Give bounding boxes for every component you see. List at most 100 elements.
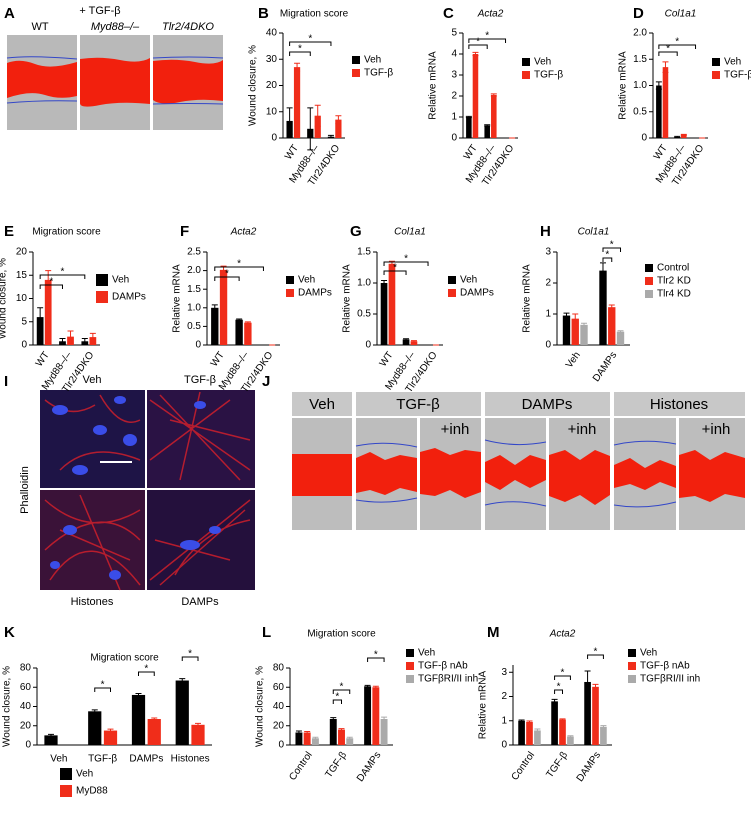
legend-swatch bbox=[286, 289, 294, 297]
bar bbox=[410, 341, 418, 345]
y-tick-label: 1.0 bbox=[187, 302, 201, 313]
image-label: Veh bbox=[309, 396, 335, 413]
y-tick-label: 5 bbox=[21, 316, 27, 327]
legend-label: Veh bbox=[724, 57, 741, 68]
panel-letter: B bbox=[258, 5, 269, 22]
legend-swatch bbox=[645, 264, 653, 272]
chart-title: Migration score bbox=[280, 9, 349, 20]
significance-label: * bbox=[610, 240, 614, 251]
legend-swatch bbox=[60, 785, 72, 797]
bar bbox=[608, 307, 616, 345]
significance-bracket bbox=[468, 44, 488, 49]
bar bbox=[600, 726, 607, 745]
microscopy-images bbox=[40, 390, 255, 591]
y-tick-label: 20 bbox=[20, 720, 32, 731]
error-bar bbox=[195, 722, 201, 727]
y-axis-label: Wound closure, % bbox=[2, 666, 13, 747]
error-bar bbox=[372, 685, 379, 689]
legend-swatch bbox=[645, 277, 653, 285]
legend-label: TGF-β bbox=[724, 70, 751, 81]
legend-swatch bbox=[522, 71, 530, 79]
bar bbox=[656, 85, 662, 138]
error-bar bbox=[662, 61, 669, 73]
significance-label: * bbox=[188, 649, 192, 660]
significance-label: * bbox=[561, 668, 565, 679]
x-tick-label: WT bbox=[209, 350, 227, 369]
y-tick-label: 1.5 bbox=[187, 284, 201, 295]
y-tick-label: 0 bbox=[21, 340, 27, 351]
significance-bracket bbox=[181, 656, 199, 661]
legend-swatch bbox=[628, 649, 636, 657]
image-label: WT bbox=[31, 21, 48, 33]
y-tick-label: 0.5 bbox=[357, 309, 371, 320]
y-tick-label: 0 bbox=[501, 740, 507, 751]
bar bbox=[551, 701, 558, 745]
y-axis-label: Wound closure, % bbox=[255, 666, 266, 747]
error-bar bbox=[286, 107, 293, 135]
error-bar bbox=[680, 133, 687, 136]
y-tick-label: 0 bbox=[545, 340, 551, 351]
significance-bracket bbox=[602, 247, 622, 252]
significance-label: * bbox=[675, 37, 679, 48]
y-tick-label: 2 bbox=[451, 91, 457, 102]
significance-label: * bbox=[666, 44, 670, 55]
y-tick-label: 3 bbox=[545, 247, 551, 258]
error-bar bbox=[490, 93, 497, 97]
significance-label: * bbox=[335, 692, 339, 703]
chart-title: Migration score bbox=[307, 629, 376, 640]
bar bbox=[599, 270, 607, 345]
error-bar bbox=[307, 107, 314, 151]
chart-title: Col1a1 bbox=[665, 9, 697, 20]
image-label: Tlr2/4DKO bbox=[162, 21, 214, 33]
significance-bracket bbox=[602, 257, 613, 262]
x-tick-label: WT bbox=[283, 143, 301, 162]
scratch-images bbox=[6, 35, 224, 130]
error-bar bbox=[410, 340, 417, 343]
error-bar bbox=[211, 304, 218, 312]
error-bar bbox=[304, 731, 311, 734]
chart-title: Acta2 bbox=[230, 227, 257, 238]
significance-bracket bbox=[39, 284, 63, 289]
image-label: TGF-β bbox=[396, 396, 440, 413]
error-bar bbox=[617, 330, 624, 334]
error-bar bbox=[472, 51, 479, 57]
error-bar bbox=[37, 307, 44, 327]
y-tick-label: 2 bbox=[545, 278, 551, 289]
error-bar bbox=[655, 81, 662, 90]
y-tick-label: 0 bbox=[641, 133, 647, 144]
x-tick-label: Control bbox=[287, 750, 315, 783]
significance-label: * bbox=[404, 254, 408, 265]
error-bar bbox=[179, 678, 186, 683]
bar bbox=[567, 736, 574, 745]
y-tick-label: 3 bbox=[501, 667, 507, 678]
error-bar bbox=[534, 728, 541, 733]
bar bbox=[314, 115, 321, 138]
error-bar bbox=[338, 728, 345, 732]
error-bar bbox=[81, 337, 88, 345]
error-bar bbox=[567, 735, 574, 738]
significance-label: * bbox=[476, 37, 480, 48]
legend-swatch bbox=[628, 675, 636, 683]
y-tick-label: 0.5 bbox=[187, 321, 201, 332]
bar bbox=[662, 67, 669, 138]
y-tick-label: 0 bbox=[278, 740, 284, 751]
legend-swatch bbox=[712, 58, 720, 66]
error-bar bbox=[584, 670, 591, 694]
significance-label: * bbox=[225, 269, 229, 280]
legend-swatch bbox=[406, 675, 414, 683]
legend-label: DAMPs bbox=[298, 288, 332, 299]
panel-letter: A bbox=[4, 5, 15, 22]
chart-title: Col1a1 bbox=[394, 227, 426, 238]
panel-letter: L bbox=[262, 624, 271, 641]
x-tick-label: DAMPs bbox=[575, 750, 603, 784]
image-label: Phalloidin bbox=[19, 466, 31, 514]
bar bbox=[562, 315, 571, 345]
bar bbox=[335, 119, 342, 138]
chart-title: Acta2 bbox=[477, 9, 504, 20]
legend-label: DAMPs bbox=[112, 292, 146, 303]
bar bbox=[592, 686, 599, 745]
y-tick-label: 1.5 bbox=[633, 54, 647, 65]
chart-title: Acta2 bbox=[549, 629, 576, 640]
significance-bracket bbox=[332, 689, 351, 694]
y-tick-label: 40 bbox=[266, 28, 278, 39]
